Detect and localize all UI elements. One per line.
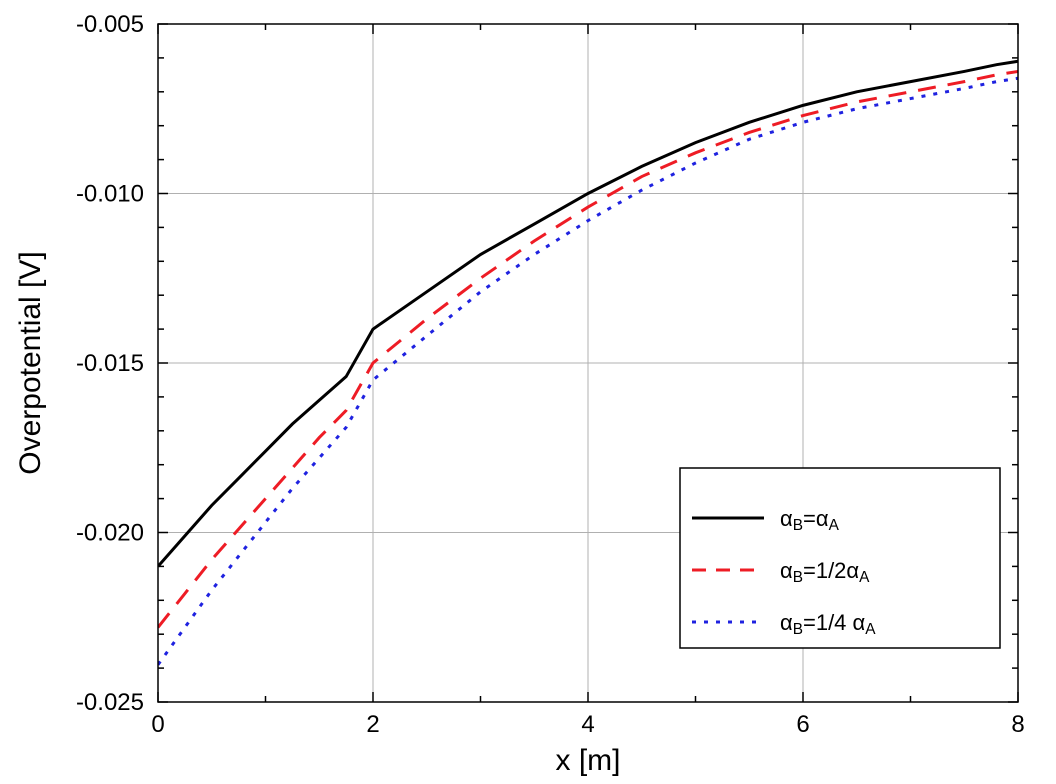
y-tick-label: -0.005 xyxy=(76,11,144,38)
y-tick-label: -0.025 xyxy=(76,689,144,716)
x-tick-label: 2 xyxy=(366,711,379,738)
y-axis-title: Overpotential [V] xyxy=(14,251,47,474)
y-tick-label: -0.010 xyxy=(76,181,144,208)
x-tick-label: 4 xyxy=(581,711,594,738)
x-tick-label: 0 xyxy=(151,711,164,738)
x-tick-label: 6 xyxy=(796,711,809,738)
y-tick-label: -0.020 xyxy=(76,520,144,547)
overpotential-chart: 0 2 4 6 8 x [m] -0.025 -0.020 -0.015 -0.010 -0.005… xyxy=(0,0,1056,784)
x-axis-title: x [m] xyxy=(556,744,621,777)
x-tick-label: 8 xyxy=(1011,711,1024,738)
y-tick-label: -0.015 xyxy=(76,350,144,377)
